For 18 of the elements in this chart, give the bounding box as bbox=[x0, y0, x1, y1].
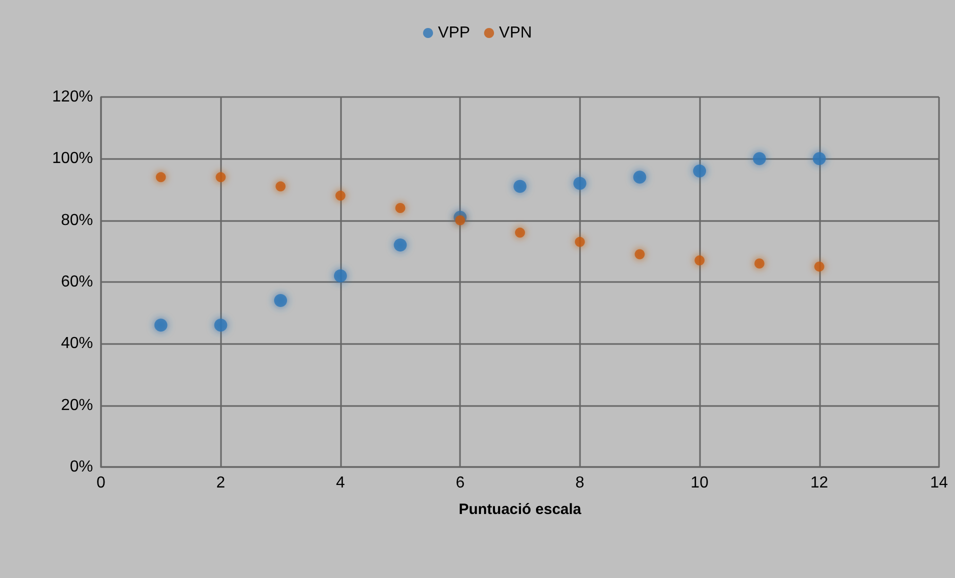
x-tick-label: 12 bbox=[810, 474, 828, 492]
x-tick-label: 10 bbox=[690, 474, 709, 492]
legend-label: VPP bbox=[438, 24, 470, 42]
y-tick-label: 0% bbox=[70, 458, 93, 476]
x-tick-label: 2 bbox=[216, 474, 226, 492]
x-tick-label: 8 bbox=[575, 474, 584, 492]
y-tick-label: 120% bbox=[52, 88, 93, 106]
x-tick-label: 0 bbox=[96, 474, 106, 492]
y-tick-label: 20% bbox=[60, 396, 93, 414]
x-tick-label: 6 bbox=[456, 474, 465, 492]
y-tick-label: 80% bbox=[60, 212, 93, 229]
legend-label: VPN bbox=[499, 24, 532, 42]
x-tick-label: 14 bbox=[930, 474, 948, 492]
x-tick-label: 4 bbox=[336, 474, 345, 492]
y-tick-label: 40% bbox=[60, 335, 93, 352]
y-tick-label: 100% bbox=[52, 150, 93, 168]
x-axis-title: Puntuació escala bbox=[458, 501, 582, 518]
y-tick-label: 60% bbox=[60, 274, 93, 290]
